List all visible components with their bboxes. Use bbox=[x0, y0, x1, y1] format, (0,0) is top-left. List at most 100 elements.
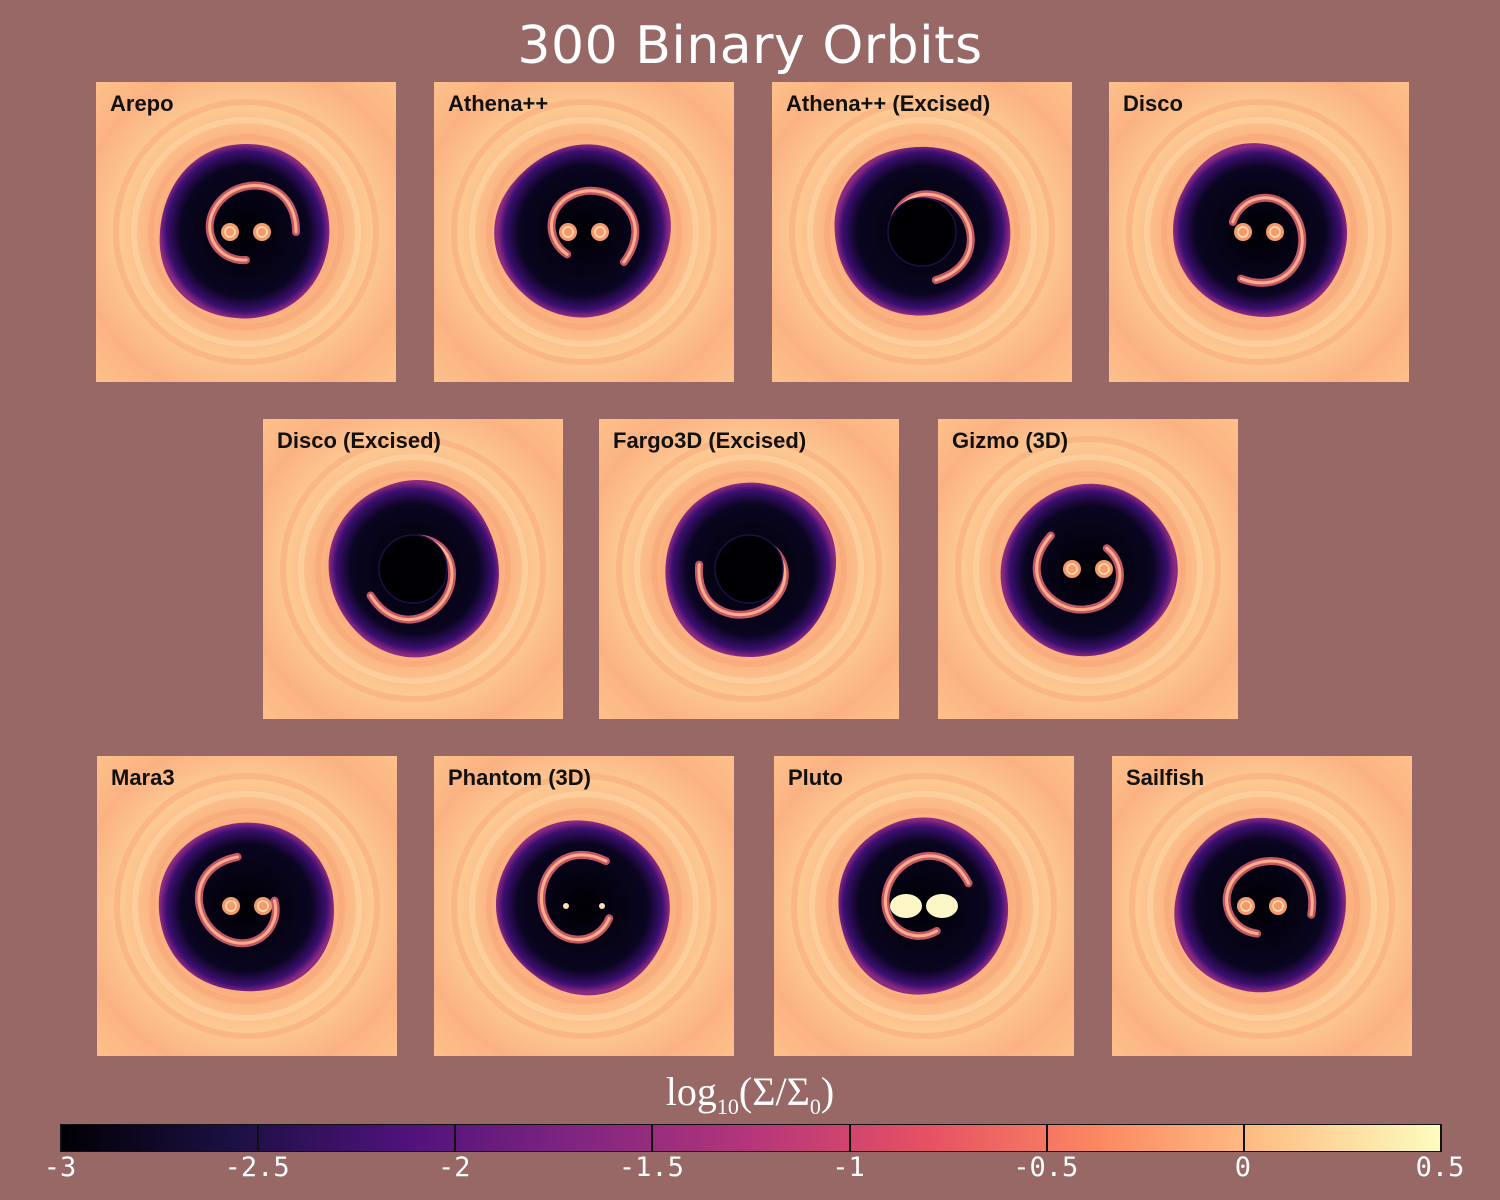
panel-label: Gizmo (3D) bbox=[952, 428, 1069, 453]
cavity bbox=[496, 820, 670, 996]
panel-label: Mara3 bbox=[111, 765, 175, 790]
disk-ring bbox=[148, 134, 344, 330]
disk-ring bbox=[451, 773, 717, 1039]
density-map bbox=[1112, 756, 1412, 1056]
disk-ring bbox=[634, 454, 864, 684]
disk-ring bbox=[486, 134, 682, 330]
colorbar-tick-label: -1.5 bbox=[618, 1152, 684, 1183]
density-map bbox=[599, 419, 899, 719]
panel-disco-excised: Disco (Excised) bbox=[263, 419, 563, 719]
figure-title: 300 Binary Orbits bbox=[517, 16, 983, 76]
density-map bbox=[1109, 82, 1409, 382]
density-map bbox=[938, 419, 1238, 719]
disk-ring bbox=[114, 773, 380, 1039]
colorbar-tick bbox=[1440, 1125, 1442, 1151]
disk-ring bbox=[131, 117, 361, 347]
disk-ring bbox=[1126, 99, 1392, 365]
disk-ring bbox=[469, 117, 699, 347]
colorbar-tick-label: -1 bbox=[832, 1152, 865, 1183]
cavity bbox=[494, 144, 671, 318]
minidisk bbox=[253, 223, 271, 241]
panel-disco: Disco bbox=[1109, 82, 1409, 382]
minidisk bbox=[222, 897, 240, 915]
disk-ring bbox=[451, 99, 717, 365]
minidisk bbox=[1266, 223, 1284, 241]
colorbar-tick bbox=[1045, 1125, 1048, 1151]
disk-ring bbox=[1164, 808, 1360, 1004]
colorbar-tick-label: -3 bbox=[43, 1152, 77, 1183]
cavity bbox=[158, 822, 334, 992]
minidisk bbox=[926, 894, 958, 918]
panel-label: Phantom (3D) bbox=[448, 765, 591, 790]
disk-ring bbox=[113, 99, 379, 365]
disk-ring bbox=[791, 773, 1057, 1039]
disk-ring bbox=[809, 791, 1039, 1021]
disk-ring bbox=[469, 791, 699, 1021]
density-map bbox=[96, 82, 396, 382]
disk-ring bbox=[315, 471, 511, 667]
disk-ring bbox=[280, 436, 546, 702]
disk-ring bbox=[955, 436, 1221, 702]
colorbar-tick bbox=[257, 1125, 260, 1151]
sink-particle bbox=[599, 903, 605, 909]
excised-region bbox=[714, 534, 784, 604]
panel-fargo3d-excised: Fargo3D (Excised) bbox=[599, 419, 899, 719]
panel-arepo: Arepo bbox=[96, 82, 396, 382]
disk-ring bbox=[824, 134, 1020, 330]
disk-ring bbox=[149, 808, 345, 1004]
panel-label: Disco (Excised) bbox=[277, 428, 441, 453]
panel-athena-excised: Athena++ (Excised) bbox=[772, 82, 1072, 382]
panel-label: Athena++ (Excised) bbox=[786, 91, 991, 116]
colorbar-label: log10(Σ/Σ0) bbox=[665, 1069, 835, 1119]
disk-ring bbox=[789, 99, 1055, 365]
cavity bbox=[1174, 818, 1346, 993]
panel-label: Pluto bbox=[788, 765, 843, 790]
disk-ring bbox=[1129, 773, 1395, 1039]
colorbar bbox=[60, 1124, 1442, 1152]
cavity bbox=[159, 144, 330, 319]
excised-region bbox=[378, 534, 448, 604]
panel-phantom: Phantom (3D) bbox=[434, 756, 734, 1056]
disk-ring bbox=[1147, 791, 1377, 1021]
minidisk bbox=[221, 223, 239, 241]
cavity bbox=[1000, 483, 1178, 657]
panel-label: Sailfish bbox=[1126, 765, 1205, 790]
disk-ring bbox=[298, 454, 528, 684]
minidisk bbox=[559, 223, 577, 241]
panel-label: Disco bbox=[1123, 91, 1183, 116]
disk-ring bbox=[1144, 117, 1374, 347]
density-map bbox=[774, 756, 1074, 1056]
minidisk bbox=[254, 897, 272, 915]
panel-gizmo: Gizmo (3D) bbox=[938, 419, 1238, 719]
disk-ring bbox=[616, 436, 882, 702]
disk-ring bbox=[486, 808, 682, 1004]
minidisk bbox=[1269, 897, 1287, 915]
disk-ring bbox=[132, 791, 362, 1021]
sink-particle bbox=[563, 903, 569, 909]
minidisk bbox=[890, 894, 922, 918]
minidisk bbox=[1095, 560, 1113, 578]
colorbar-tick-label: 0.5 bbox=[1415, 1152, 1465, 1183]
panel-pluto: Pluto bbox=[774, 756, 1074, 1056]
colorbar-tick bbox=[1242, 1125, 1245, 1151]
density-map bbox=[772, 82, 1072, 382]
panel-label: Athena++ bbox=[448, 91, 549, 116]
excised-region bbox=[887, 197, 957, 267]
disk-ring bbox=[807, 117, 1037, 347]
cavity bbox=[838, 817, 1009, 995]
density-map bbox=[434, 756, 734, 1056]
colorbar-tick bbox=[60, 1125, 62, 1151]
cavity bbox=[1173, 143, 1348, 317]
minidisk bbox=[591, 223, 609, 241]
colorbar-tick bbox=[848, 1125, 851, 1151]
colorbar-tick-label: -2.5 bbox=[224, 1152, 290, 1183]
colorbar-tick-label: -0.5 bbox=[1013, 1152, 1079, 1183]
density-map bbox=[434, 82, 734, 382]
panel-mara3: Mara3 bbox=[97, 756, 397, 1056]
panel-sailfish: Sailfish bbox=[1112, 756, 1412, 1056]
colorbar-tick bbox=[454, 1125, 457, 1151]
disk-ring bbox=[990, 471, 1186, 667]
disk-ring bbox=[651, 471, 847, 667]
minidisk bbox=[1063, 560, 1081, 578]
density-map bbox=[263, 419, 563, 719]
